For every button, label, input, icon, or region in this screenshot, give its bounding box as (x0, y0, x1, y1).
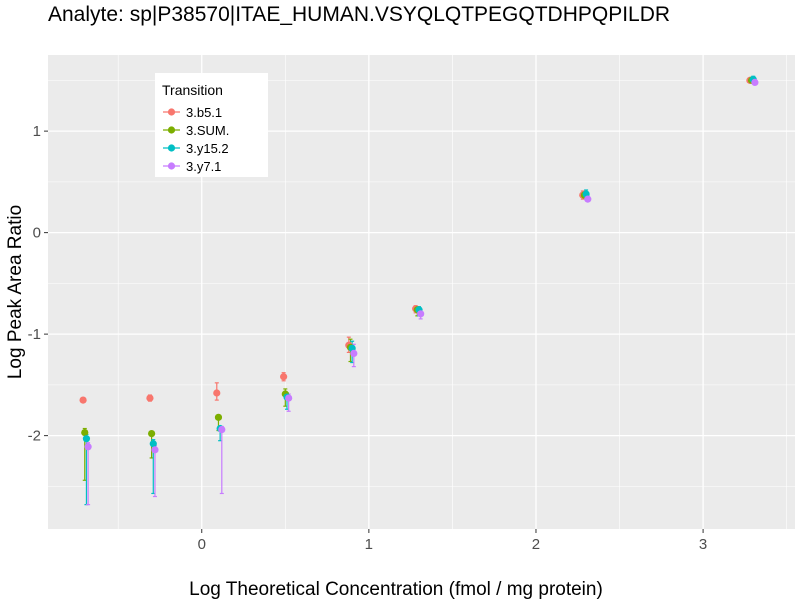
data-point (146, 394, 154, 402)
legend-box (155, 73, 268, 177)
data-point (151, 446, 159, 454)
data-point (213, 389, 221, 397)
legend: Transition 3.b5.1 3.SUM. 3.y15.2 3.y7.1 (155, 73, 268, 177)
y-tick-label: -2 (28, 428, 41, 445)
data-point (584, 195, 592, 203)
data-point (148, 429, 156, 438)
legend-label: 3.y15.2 (186, 141, 229, 156)
data-point (280, 373, 288, 381)
data-point (81, 428, 89, 437)
legend-label: 3.y7.1 (186, 159, 221, 174)
axes: 0 1 2 3 -2 -1 0 1 (28, 123, 708, 553)
y-axis-title: Log Peak Area Ratio (5, 205, 26, 379)
data-point (417, 310, 425, 318)
data-point (84, 443, 92, 451)
y-tick-label: -1 (28, 326, 41, 343)
legend-key-point (167, 108, 176, 116)
y-tick-label: 1 (33, 123, 41, 140)
data-point (218, 425, 226, 434)
x-axis-title: Log Theoretical Concentration (fmol / mg… (189, 579, 603, 600)
legend-key-point (167, 162, 176, 170)
data-points (79, 75, 759, 454)
data-point (79, 396, 87, 404)
x-tick-label: 0 (198, 536, 206, 553)
legend-items: 3.b5.1 3.SUM. 3.y15.2 3.y7.1 (163, 105, 229, 174)
chart-title: Analyte: sp|P38570|ITAE_HUMAN.VSYQLQTPEG… (48, 3, 670, 26)
data-point (285, 394, 293, 402)
x-tick-label: 3 (699, 536, 707, 553)
data-point (350, 349, 358, 358)
data-point (214, 413, 223, 421)
legend-key-point (167, 144, 176, 152)
y-tick-label: 0 (33, 225, 41, 242)
legend-key-point (167, 126, 176, 134)
data-point (751, 78, 759, 87)
x-tick-label: 1 (365, 536, 373, 553)
x-tick-label: 2 (532, 536, 540, 553)
data-point (82, 435, 91, 443)
legend-label: 3.b5.1 (186, 105, 222, 120)
legend-title: Transition (162, 82, 223, 98)
legend-label: 3.SUM. (186, 123, 229, 138)
data-point (149, 440, 157, 448)
